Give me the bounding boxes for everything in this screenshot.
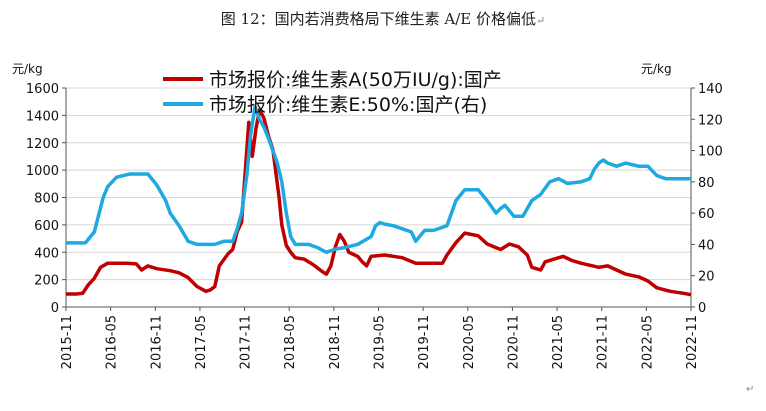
paragraph-mark-icon: ↵ <box>746 384 755 395</box>
left-tick-label: 0 <box>51 301 59 316</box>
x-tick-label: 2016-11 <box>149 315 164 369</box>
x-tick-label: 2019-05 <box>373 315 388 369</box>
x-tick-label: 2020-05 <box>462 315 477 369</box>
paragraph-mark-icon: ↵ <box>536 14 546 27</box>
x-tick-label: 2022-11 <box>685 315 700 369</box>
right-tick-label: 80 <box>698 176 715 191</box>
series-line-2 <box>66 105 691 255</box>
left-tick-label: 1400 <box>26 109 59 124</box>
x-tick-label: 2021-11 <box>596 315 611 369</box>
left-tick-label: 1000 <box>26 164 59 179</box>
left-tick-label: 1600 <box>26 82 59 97</box>
right-tick-label: 20 <box>698 270 715 285</box>
x-tick-label: 2018-05 <box>283 315 298 369</box>
chart-caption: 图 12：国内若消费格局下维生素 A/E 价格偏低↵ <box>0 8 766 29</box>
x-tick-label: 2019-11 <box>417 315 432 369</box>
legend-label-1: 市场报价:维生素A(50万IU/g):国产 <box>209 69 502 91</box>
left-tick-label: 600 <box>34 219 59 234</box>
series-lines <box>66 105 692 297</box>
series-line-1 <box>66 108 692 297</box>
gridlines <box>66 87 691 281</box>
legend-label-2: 市场报价:维生素E:50%:国产(右) <box>209 94 487 116</box>
right-tick-label: 100 <box>698 145 723 160</box>
right-tick-label: 60 <box>698 207 715 222</box>
axes: 0 200 400 600 800 1000 1200 1400 1600 0 20 40 60 80 10… <box>12 62 723 369</box>
left-tick-label: 400 <box>34 246 59 261</box>
x-tick-label: 2022-05 <box>640 315 655 369</box>
left-tick-label: 800 <box>34 192 59 207</box>
x-tick-label: 2016-05 <box>105 315 120 369</box>
right-tick-label: 40 <box>698 238 715 253</box>
right-tick-label: 120 <box>698 113 723 128</box>
right-axis-unit: 元/kg <box>641 62 672 76</box>
x-tick-label: 2021-05 <box>551 315 566 369</box>
right-tick-label: 0 <box>698 301 706 316</box>
left-axis-unit: 元/kg <box>12 62 43 76</box>
x-tick-label: 2015-11 <box>60 315 75 369</box>
x-tick-label: 2017-11 <box>239 315 254 369</box>
x-tick-label: 2017-05 <box>194 315 209 369</box>
left-tick-label: 1200 <box>26 137 59 152</box>
x-tick-label: 2020-11 <box>506 315 521 369</box>
caption-text: 图 12：国内若消费格局下维生素 A/E 价格偏低 <box>220 10 536 28</box>
x-tick-label: 2018-11 <box>328 315 343 369</box>
right-tick-label: 140 <box>698 82 723 97</box>
left-tick-label: 200 <box>34 274 59 289</box>
